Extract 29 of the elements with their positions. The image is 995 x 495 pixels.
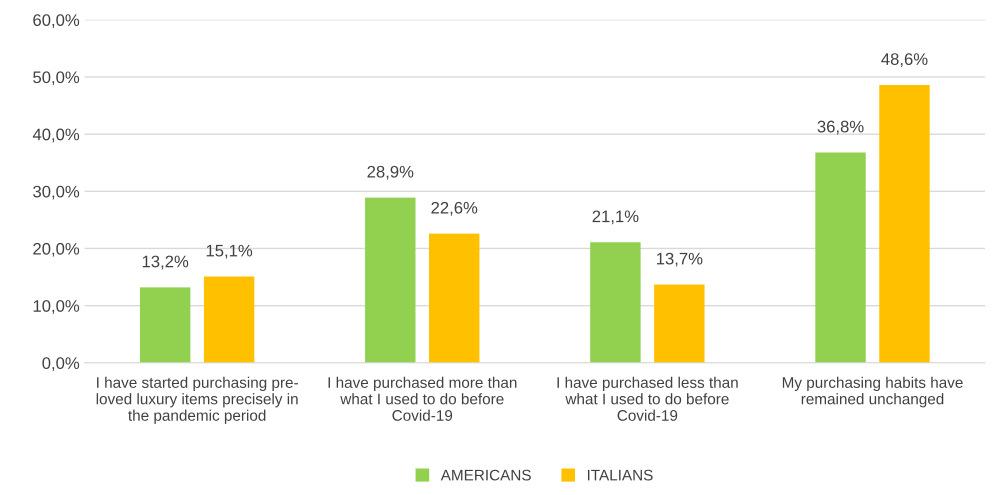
bar (590, 242, 641, 363)
bar (815, 152, 866, 363)
bar (879, 84, 930, 363)
data-label: 22,6% (431, 202, 478, 216)
bar (654, 284, 705, 363)
y-tick-label: 10,0% (34, 300, 80, 314)
y-tick-label: 40,0% (32, 128, 80, 142)
bar (429, 234, 480, 363)
y-tick-label: 60,0% (33, 14, 80, 28)
bar (204, 276, 254, 363)
y-tick-label: 0,0% (42, 357, 80, 372)
y-tick-label: 30,0% (33, 186, 80, 200)
data-label: 13,2% (142, 256, 188, 270)
x-tick-label: I have purchased more than what I used to do before Covid-19 (328, 376, 516, 421)
data-label: 21,1% (592, 210, 638, 224)
data-label: 36,8% (818, 120, 864, 134)
data-label: 13,7% (656, 252, 702, 267)
x-tick-label: My purchasing habits have remained unchanged (782, 376, 963, 408)
legend-label: ITALIANS (588, 470, 653, 481)
data-label: 15,1% (206, 244, 252, 259)
x-tick-label: I have started purchasing pre- loved luxury items precisely in the pandemic period (96, 376, 298, 424)
data-label: 48,6% (881, 53, 928, 67)
bar (140, 287, 190, 363)
y-tick-label: 20,0% (33, 242, 80, 257)
y-tick-label: 50,0% (33, 71, 80, 86)
bar (365, 198, 416, 363)
legend-label: AMERICANS (440, 470, 531, 481)
data-label: 28,9% (367, 166, 414, 180)
x-tick-label: I have purchased less than what I used to do before Covid-19 (557, 376, 738, 421)
